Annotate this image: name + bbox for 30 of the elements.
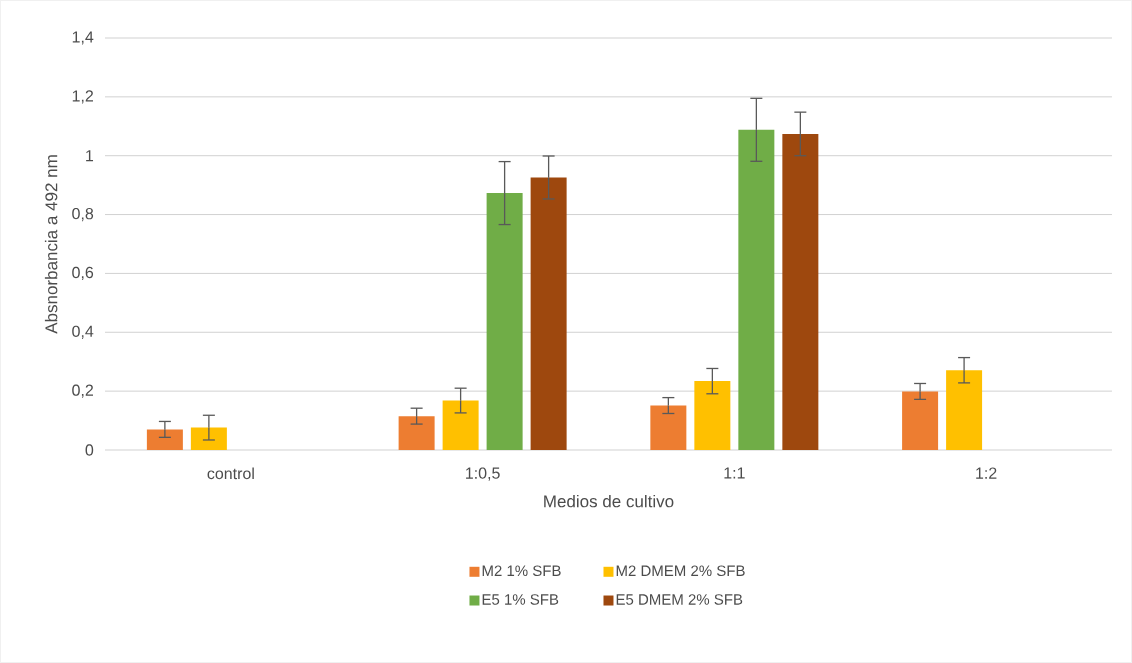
x-tick-label: 1:2	[976, 467, 997, 479]
x-tick-label: 1:0,5	[466, 467, 500, 481]
bar	[782, 133, 819, 450]
legend-label: E5 DMEM 2% SFB	[616, 594, 743, 605]
y-tick-label: 0,2	[72, 384, 93, 398]
y-tick-label: 1	[86, 150, 94, 162]
y-tick-label: 0	[85, 444, 94, 456]
y-tick-label: 1,2	[72, 90, 93, 104]
bar	[738, 129, 775, 450]
y-tick-label: 0,8	[72, 207, 94, 222]
bar	[398, 416, 435, 450]
bar	[190, 427, 227, 450]
legend-label: E5 1% SFB	[482, 594, 559, 605]
bar	[486, 193, 523, 450]
bar	[530, 177, 567, 450]
y-tick-label: 1,4	[72, 31, 94, 45]
bar	[442, 400, 479, 450]
bar	[946, 370, 983, 450]
legend-label: M2 1% SFB	[482, 565, 561, 577]
bar	[902, 391, 939, 450]
y-tick-label: 0,6	[72, 266, 94, 281]
x-tick-label: control	[207, 467, 254, 480]
x-tick-label: 1:1	[724, 467, 745, 479]
y-tick-label: 0,4	[72, 325, 94, 339]
y-axis-title: Absnorbancia a 492 nm	[44, 155, 58, 334]
bar	[650, 405, 687, 450]
bar	[146, 429, 183, 450]
legend-label: M2 DMEM 2% SFB	[616, 565, 745, 577]
x-axis-title: Medios de cultivo	[544, 494, 674, 508]
bar	[694, 381, 731, 450]
